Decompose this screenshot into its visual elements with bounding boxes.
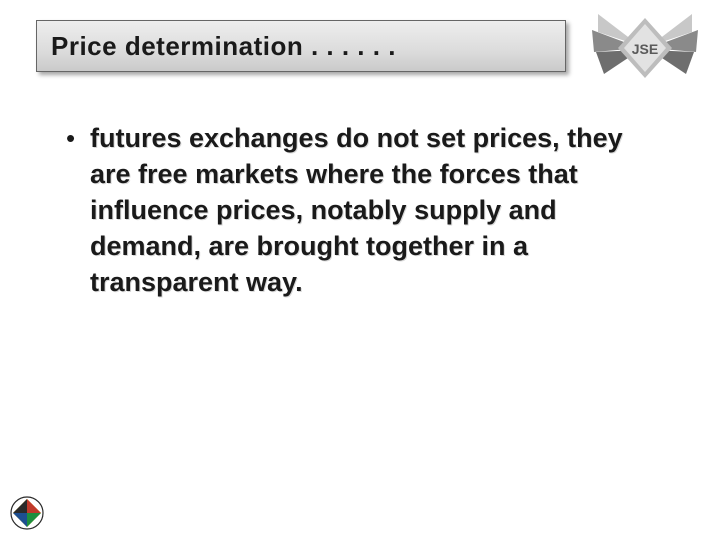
list-item: • futures exchanges do not set prices, t…	[60, 120, 660, 300]
bullet-list: • futures exchanges do not set prices, t…	[60, 120, 660, 300]
bullet-text: futures exchanges do not set prices, the…	[90, 120, 660, 300]
jse-logo: JSE	[590, 12, 700, 84]
logo-text: JSE	[632, 41, 658, 57]
bullet-marker-icon: •	[60, 120, 90, 156]
slide-title: Price determination . . . . . .	[51, 31, 396, 62]
corner-badge-icon	[10, 496, 44, 530]
title-bar: Price determination . . . . . .	[36, 20, 566, 72]
